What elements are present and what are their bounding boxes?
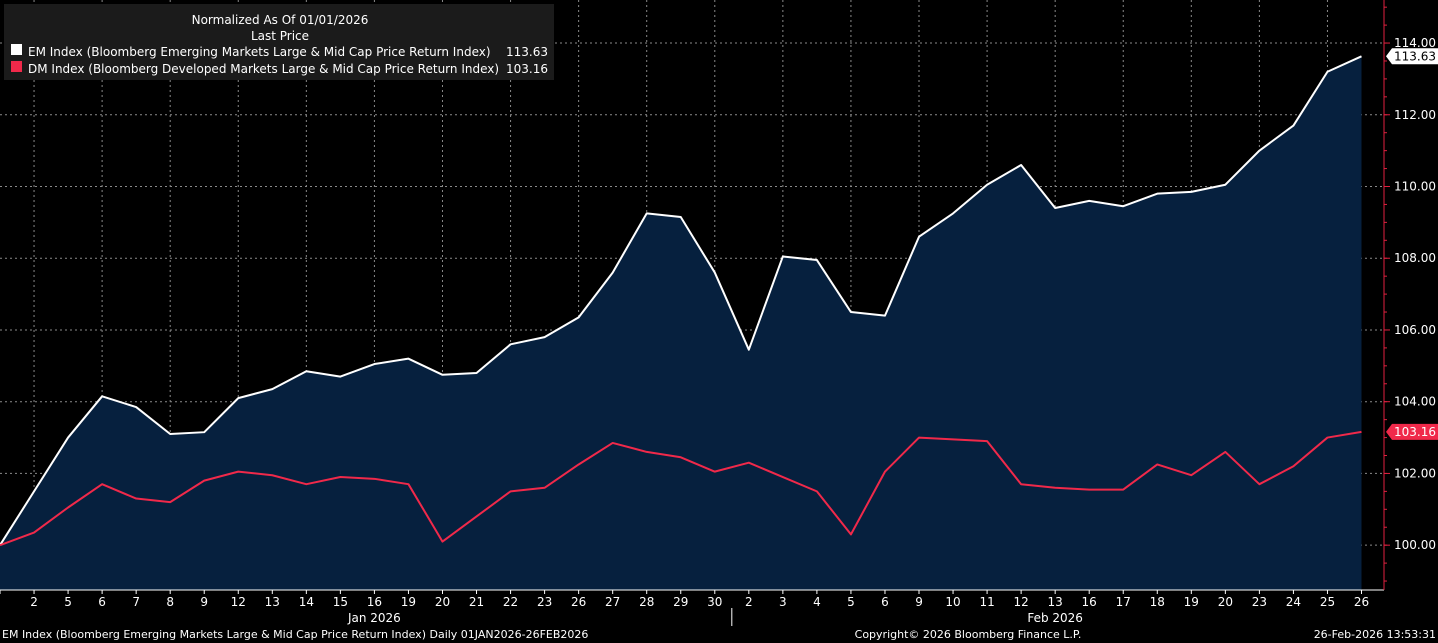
- x-tick-label: 25: [1320, 595, 1335, 609]
- y-tick-label: 108.00: [1394, 251, 1436, 265]
- x-tick-label: 16: [367, 595, 382, 609]
- x-tick-label: 26: [1354, 595, 1369, 609]
- series-lines: [0, 55, 1362, 547]
- x-tick-label: 14: [299, 595, 314, 609]
- x-tick-label: 21: [469, 595, 484, 609]
- dm-last-value-tag: 103.16: [1386, 423, 1438, 440]
- x-tick-label: 9: [200, 595, 208, 609]
- footer-description: EM Index (Bloomberg Emerging Markets Lar…: [2, 628, 588, 641]
- y-tick-labels: 100.00 102.00 104.00 106.00 108.00 110.00 112.…: [1394, 36, 1436, 552]
- legend-subtitle: Last Price: [251, 29, 309, 43]
- x-tick-label: 28: [639, 595, 654, 609]
- legend: Normalized As Of 01/01/2026 Last Price E…: [4, 4, 554, 80]
- legend-swatch-em: [11, 44, 22, 55]
- x-tick-label: 6: [98, 595, 106, 609]
- x-tick-label: 24: [1286, 595, 1301, 609]
- x-tick-label: 20: [1218, 595, 1233, 609]
- x-tick-label: 17: [1116, 595, 1131, 609]
- y-tick-label: 114.00: [1394, 36, 1436, 50]
- last-value-tag-label: 103.16: [1394, 425, 1436, 439]
- x-tick-label: 6: [881, 595, 889, 609]
- x-tick-labels: 2 5 6 7 8 9 12 13 14 15 16 19 20 21 22 23 26 27 28 29 30 2 3 4 5…: [30, 595, 1369, 625]
- y-tick-label: 110.00: [1394, 180, 1436, 194]
- x-tick-label: 26: [571, 595, 586, 609]
- x-tick-label: 13: [1048, 595, 1063, 609]
- x-month-label: Feb 2026: [1027, 611, 1083, 625]
- x-tick-label: 2: [745, 595, 753, 609]
- footer-timestamp: 26-Feb-2026 13:53:31: [1314, 628, 1436, 641]
- legend-value-dm: 103.16: [506, 62, 548, 76]
- y-tick-label: 104.00: [1394, 395, 1436, 409]
- legend-title: Normalized As Of 01/01/2026: [192, 13, 369, 27]
- x-tick-label: 9: [915, 595, 923, 609]
- last-value-tag-shape: [1386, 48, 1438, 65]
- x-tick-label: 19: [1184, 595, 1199, 609]
- x-tick-label: 23: [1252, 595, 1267, 609]
- x-tick-label: 2: [30, 595, 38, 609]
- x-tick-label: 7: [132, 595, 140, 609]
- legend-background: [4, 4, 554, 80]
- last-value-tag-shape: [1386, 423, 1438, 440]
- x-tick-label: 29: [673, 595, 688, 609]
- x-tick-label: 8: [166, 595, 174, 609]
- dm-series-line: [0, 430, 1362, 547]
- x-tick-label: 11: [979, 595, 994, 609]
- x-tick-label: 20: [435, 595, 450, 609]
- x-tick-label: 12: [1013, 595, 1028, 609]
- x-tick-label: 5: [64, 595, 72, 609]
- legend-value-em: 113.63: [506, 45, 548, 59]
- x-tick-label: 10: [945, 595, 960, 609]
- x-tick-label: 23: [537, 595, 552, 609]
- x-tick-label: 3: [779, 595, 787, 609]
- x-tick-label: 22: [503, 595, 518, 609]
- x-tick-label: 30: [707, 595, 722, 609]
- y-tick-label: 106.00: [1394, 323, 1436, 337]
- last-value-tag-label: 113.63: [1394, 49, 1436, 63]
- y-tick-label: 100.00: [1394, 538, 1436, 552]
- footer: EM Index (Bloomberg Emerging Markets Lar…: [2, 628, 1436, 641]
- x-tick-label: 18: [1150, 595, 1165, 609]
- legend-label-em: EM Index (Bloomberg Emerging Markets Lar…: [28, 45, 491, 59]
- y-tick-label: 112.00: [1394, 108, 1436, 122]
- x-tick-label: 13: [265, 595, 280, 609]
- last-value-tags: 113.63 103.16: [1386, 48, 1438, 440]
- legend-swatch-dm: [11, 61, 22, 72]
- legend-label-dm: DM Index (Bloomberg Developed Markets La…: [28, 62, 499, 76]
- x-tick-label: 15: [333, 595, 348, 609]
- axes: [0, 0, 1390, 626]
- footer-copyright: Copyright© 2026 Bloomberg Finance L.P.: [855, 628, 1082, 641]
- x-month-label: Jan 2026: [347, 611, 401, 625]
- em-area-fill: [0, 56, 1362, 590]
- x-tick-label: 5: [847, 595, 855, 609]
- area-fill-layer: [0, 56, 1362, 590]
- y-tick-label: 102.00: [1394, 466, 1436, 480]
- em-last-value-tag: 113.63: [1386, 48, 1438, 65]
- x-tick-label: 19: [401, 595, 416, 609]
- x-tick-label: 4: [813, 595, 821, 609]
- x-tick-label: 12: [231, 595, 246, 609]
- x-tick-label: 16: [1082, 595, 1097, 609]
- x-tick-label: 27: [605, 595, 620, 609]
- em-series-line: [0, 55, 1362, 546]
